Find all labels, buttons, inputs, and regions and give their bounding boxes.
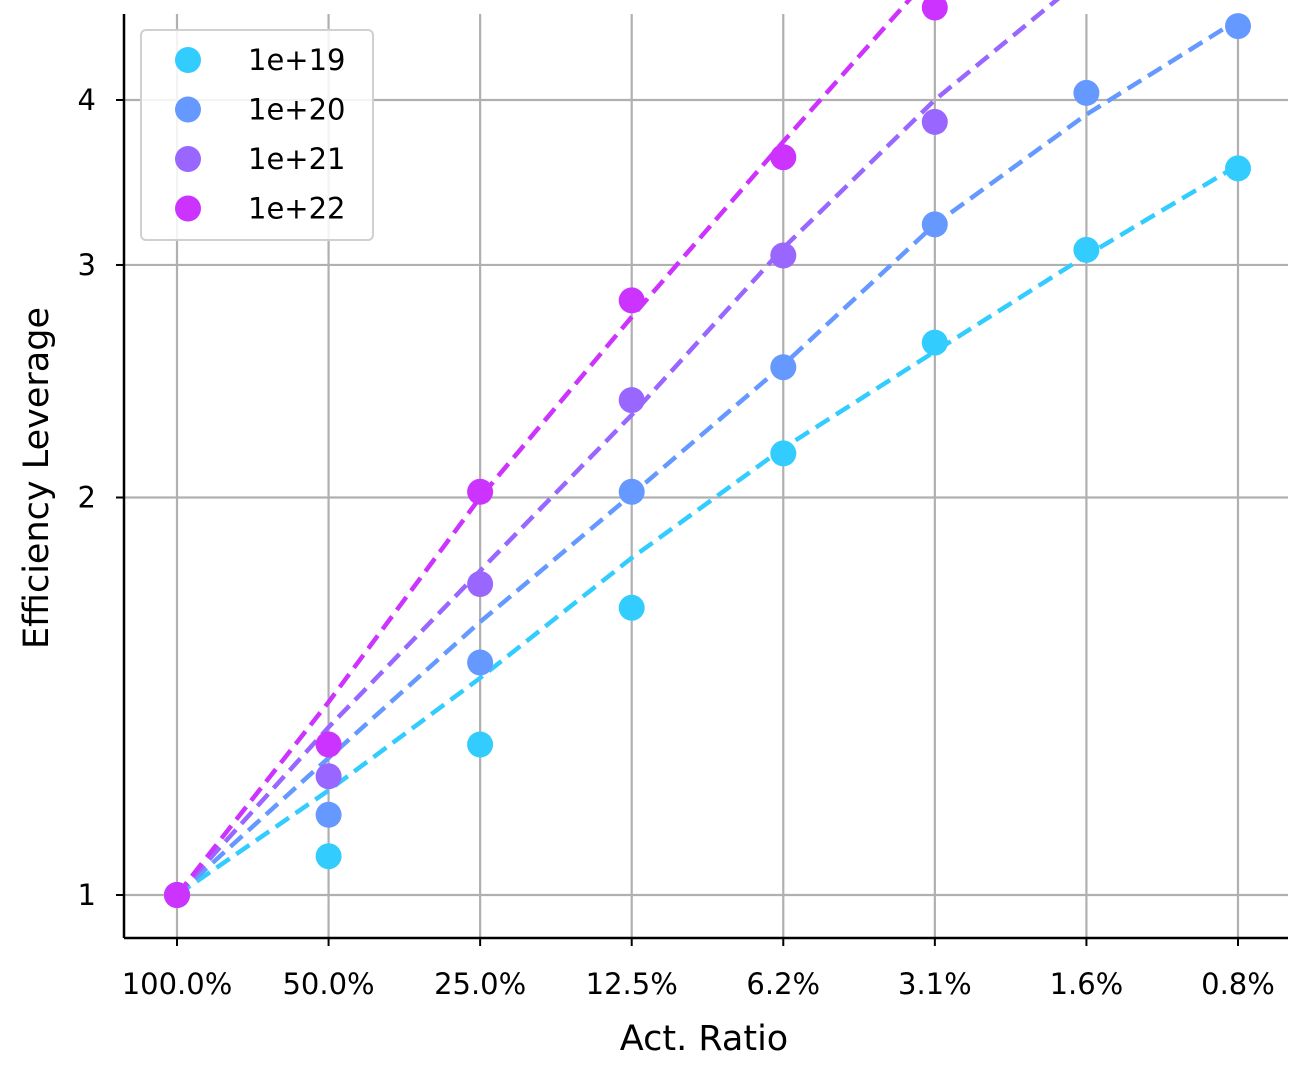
y-tick-label: 3 [78,248,96,282]
data-point-1e+20 [1073,79,1100,106]
data-point-1e+21 [618,387,645,414]
axes [116,14,1288,946]
data-point-1e+21 [770,242,797,269]
x-tick-label: 0.8% [1201,967,1275,1001]
x-tick-label: 12.5% [586,967,678,1001]
data-point-1e+19 [618,594,645,621]
data-point-1e+19 [1073,236,1100,263]
data-point-1e+19 [315,843,342,870]
data-point-1e+19 [1225,155,1251,182]
data-point-1e+20 [467,649,494,676]
legend-marker-1e+22 [175,195,201,222]
data-point-1e+21 [921,108,948,135]
legend-marker-1e+19 [175,47,201,73]
data-point-1e+19 [921,329,948,356]
x-tick-label: 50.0% [282,967,374,1001]
data-point-1e+21 [467,571,494,597]
legend: 1e+19 1e+20 1e+21 1e+22 [140,29,374,241]
legend-marker-1e+21 [175,146,201,172]
fit-line-1e+21 [175,0,1061,897]
data-point-1e+20 [315,801,342,828]
fit-line-1e+22 [175,0,912,897]
data-point-1e+22 [467,478,494,505]
data-point-1e+22 [164,882,190,908]
y-tick-label: 2 [78,480,96,514]
data-point-1e+21 [315,763,342,790]
y-axis-title: Efficiency Leverage [17,307,57,649]
data-point-1e+20 [618,478,645,505]
legend-box [140,29,374,241]
data-point-1e+20 [770,354,797,381]
x-tick-label: 1.6% [1050,967,1124,1001]
x-tick-label: 3.1% [898,967,972,1001]
data-points [164,0,1251,908]
data-point-1e+22 [921,0,948,21]
fit-line-1e+19 [175,163,1240,897]
legend-marker-1e+20 [175,96,201,123]
fit-lines [175,0,1240,897]
x-tick-label: 100.0% [122,967,233,1001]
x-axis-title: Act. Ratio [620,1019,788,1059]
data-point-1e+22 [315,731,342,758]
y-tick-label: 4 [78,83,96,117]
data-point-1e+22 [770,144,797,171]
fit-line-1e+20 [175,17,1240,897]
data-point-1e+19 [467,731,494,758]
x-tick-label: 25.0% [434,967,526,1001]
legend-label: 1e+20 [248,93,346,127]
legend-label: 1e+19 [248,43,346,77]
legend-label: 1e+22 [248,192,346,226]
data-point-1e+19 [770,440,797,467]
data-point-1e+22 [618,287,645,314]
legend-label: 1e+21 [248,142,346,176]
data-point-1e+20 [1225,13,1251,40]
x-tick-label: 6.2% [746,967,820,1001]
tick-labels: 100.0% 50.0% 25.0% 12.5% 6.2% 3.1% 1.6% 0.8% 1 2 3… [78,83,1275,1001]
y-tick-label: 1 [78,878,96,912]
data-point-1e+20 [921,211,948,238]
